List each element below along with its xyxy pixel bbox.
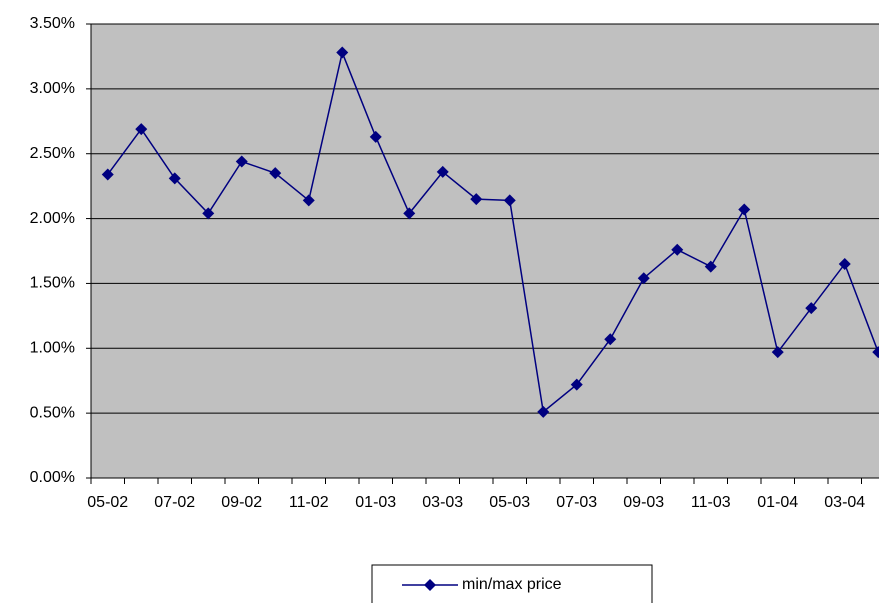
data-point	[235, 155, 248, 168]
data-point	[738, 203, 751, 216]
data-point	[202, 207, 215, 220]
data-line	[107, 50, 879, 414]
y-tick-label: 3.50%	[30, 15, 75, 32]
data-point	[704, 260, 717, 273]
data-point	[537, 405, 550, 418]
data-point	[771, 346, 784, 359]
x-tick-label: 07-03	[556, 494, 597, 511]
x-tick-label: 01-04	[757, 494, 798, 511]
x-tick-label: 03-03	[422, 494, 463, 511]
data-point	[101, 168, 114, 181]
y-tick-label: 2.00%	[30, 210, 75, 227]
data-point	[872, 346, 879, 359]
data-point	[168, 172, 181, 185]
data-point	[269, 167, 282, 180]
y-tick-label: 1.50%	[30, 275, 75, 292]
data-point	[604, 333, 617, 346]
x-tick-label: 07-02	[154, 494, 195, 511]
x-tick-label: 05-03	[489, 494, 530, 511]
data-point	[671, 243, 684, 256]
legend-marker	[424, 579, 436, 591]
x-tick-label: 01-03	[355, 494, 396, 511]
data-point	[436, 165, 449, 178]
data-point	[637, 272, 650, 285]
data-point	[503, 194, 516, 207]
legend	[371, 564, 653, 603]
x-tick-label: 05-02	[87, 494, 128, 511]
x-tick-label: 09-02	[221, 494, 262, 511]
data-point	[805, 302, 818, 315]
y-tick-label: 0.50%	[30, 404, 75, 421]
data-point	[570, 378, 583, 391]
data-point	[336, 46, 349, 59]
data-point	[470, 193, 483, 206]
data-point	[838, 257, 851, 270]
y-tick-label: 2.50%	[30, 145, 75, 162]
data-point	[403, 207, 416, 220]
x-tick-label: 03-04	[824, 494, 865, 511]
data-point	[369, 130, 382, 143]
x-tick-label: 09-03	[623, 494, 664, 511]
y-tick-label: 0.00%	[30, 469, 75, 486]
data-point	[135, 123, 148, 136]
x-tick-label: 11-02	[289, 494, 329, 511]
x-tick-label: 11-03	[691, 494, 731, 511]
y-tick-label: 3.00%	[30, 80, 75, 97]
y-tick-label: 1.00%	[30, 340, 75, 357]
data-point	[302, 194, 315, 207]
legend-label: min/max price	[462, 576, 562, 593]
plot-area	[90, 23, 879, 479]
